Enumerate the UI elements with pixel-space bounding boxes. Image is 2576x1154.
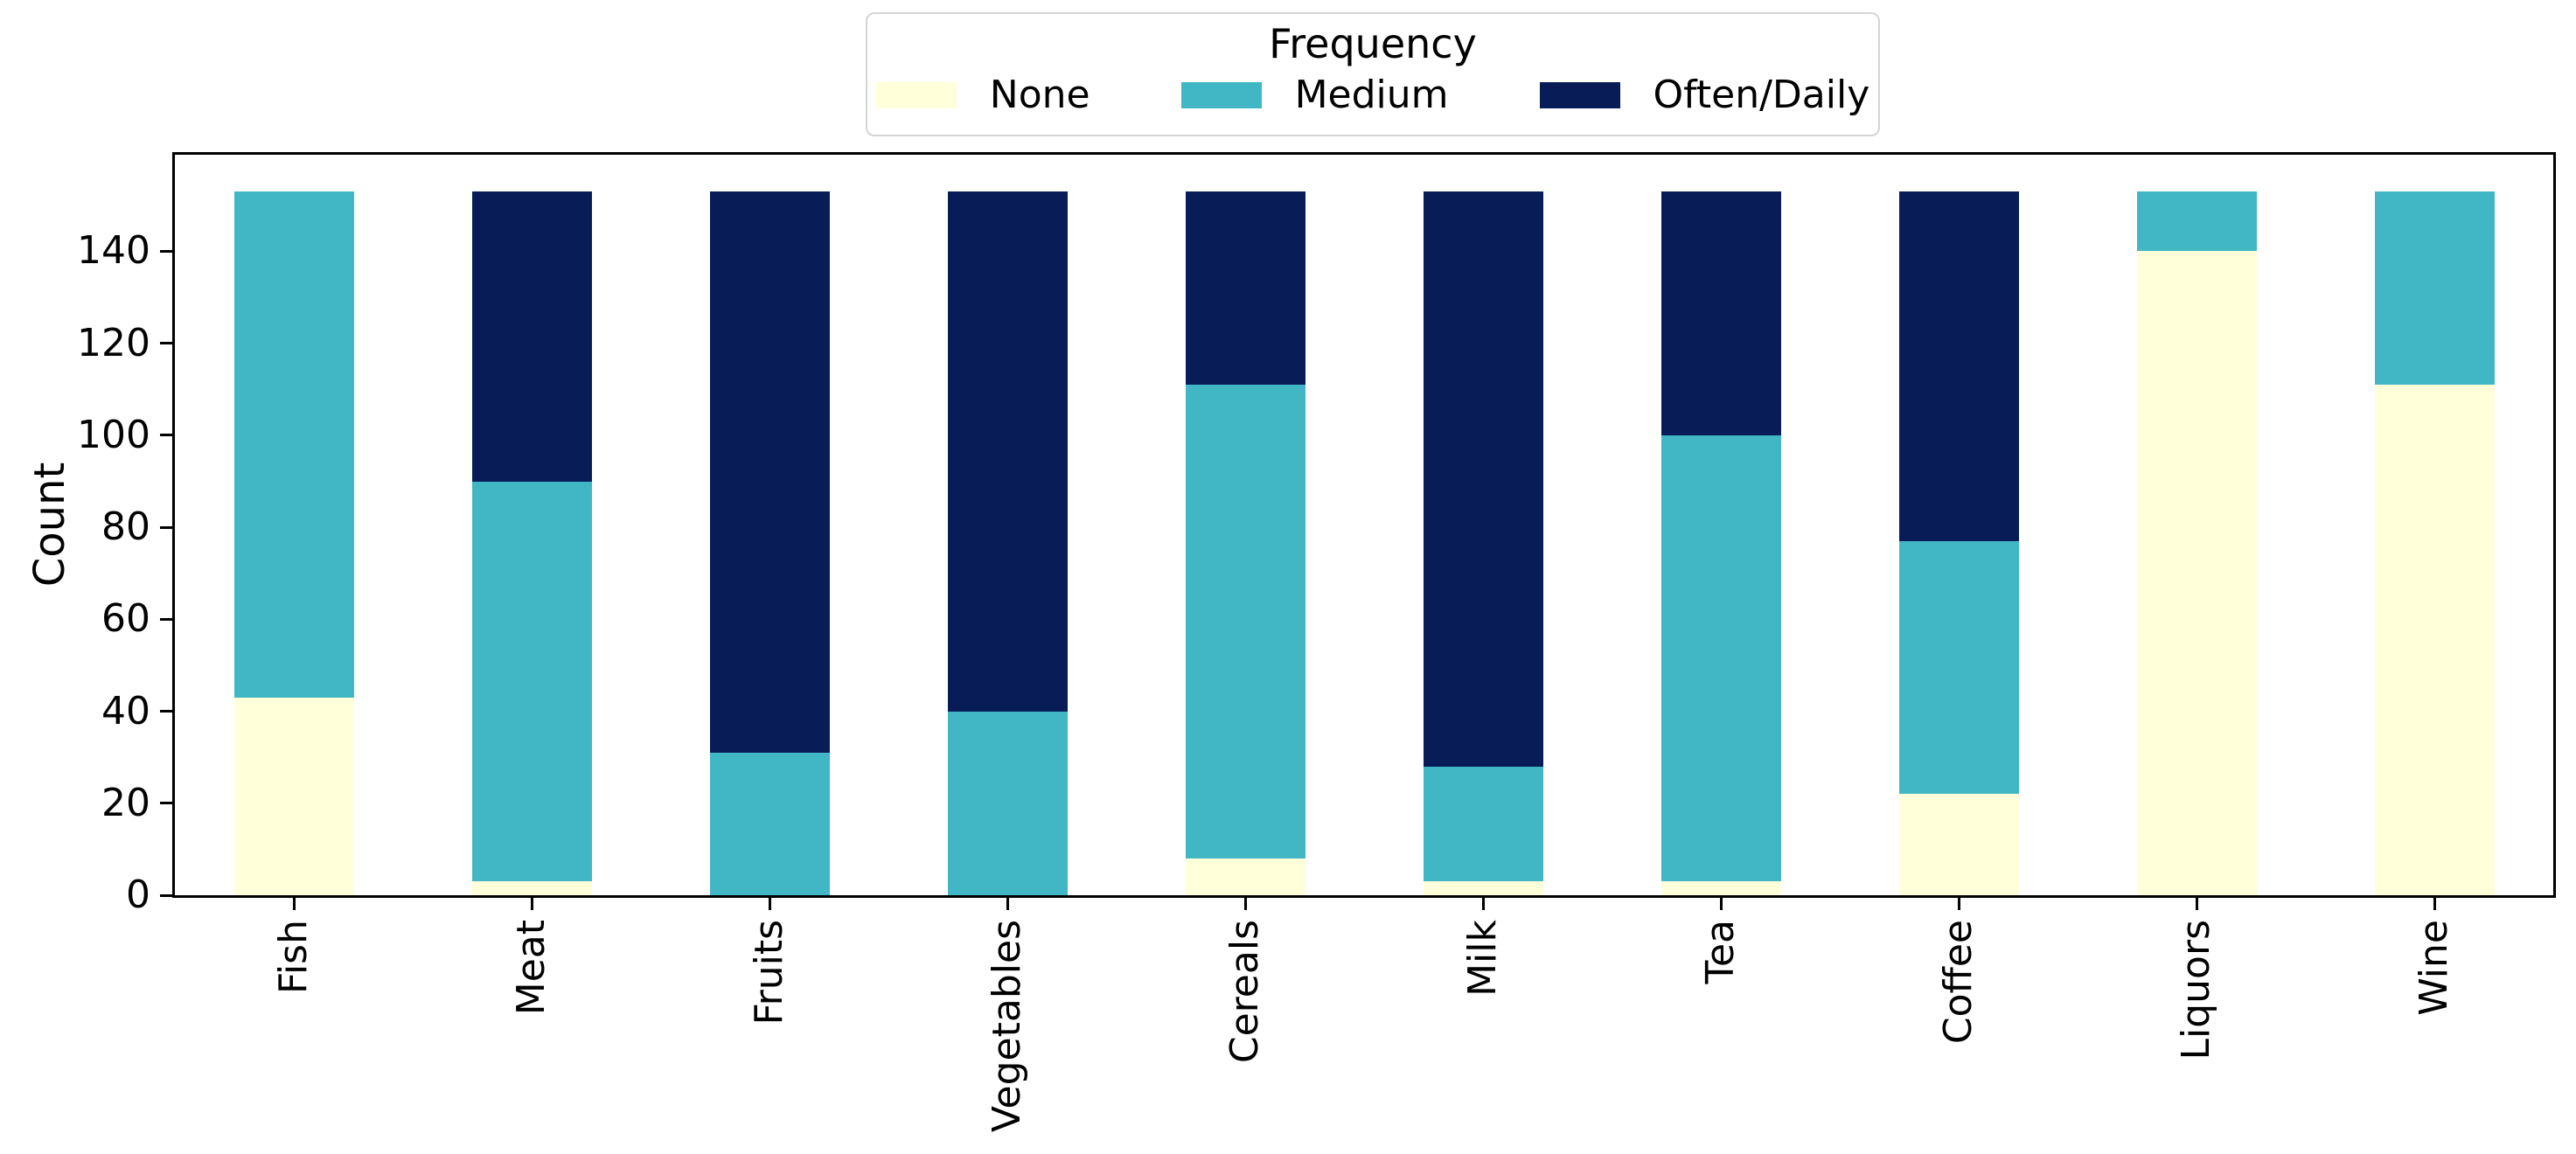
legend-entry-label: Often/Daily — [1653, 73, 1870, 117]
bar-segment-coffee-none — [1898, 794, 2019, 895]
legend-color-patch — [1180, 82, 1262, 108]
y-tick-label: 60 — [101, 596, 150, 642]
y-tick-mark — [160, 525, 175, 529]
bar-segment-fish-none — [233, 697, 354, 895]
bar-segment-milk-often-daily — [1423, 191, 1543, 767]
y-tick-mark — [160, 617, 175, 621]
bar-segment-tea-often-daily — [1660, 191, 1781, 435]
bar-segment-tea-none — [1660, 881, 1781, 895]
bar-segment-coffee-often-daily — [1898, 191, 2019, 541]
bar-segment-vegetables-often-daily — [947, 191, 1068, 712]
y-tick-label: 120 — [77, 320, 150, 365]
x-tick-label: Milk — [1460, 920, 1505, 997]
x-tick-label: Liquors — [2174, 920, 2218, 1060]
legend-entry-medium: Medium — [1180, 73, 1449, 117]
y-tick-label: 100 — [77, 412, 150, 457]
y-tick-label: 0 — [126, 872, 150, 917]
x-tick-mark — [292, 895, 296, 910]
x-tick-mark — [530, 895, 533, 910]
bar-segment-milk-medium — [1423, 766, 1543, 882]
x-tick-label: Wine — [2412, 920, 2456, 1016]
bar-segment-meat-medium — [471, 481, 592, 882]
y-tick-mark — [160, 893, 175, 897]
y-tick-label: 40 — [101, 688, 150, 733]
y-tick-mark — [160, 802, 175, 805]
bar-segment-tea-medium — [1660, 434, 1781, 882]
bar-segment-cereals-medium — [1185, 385, 1305, 859]
bar-segment-fish-medium — [233, 191, 354, 698]
legend-entry-label: None — [989, 73, 1090, 117]
x-tick-mark — [768, 895, 771, 910]
legend-entries-row: None Medium Often/Daily — [831, 73, 1915, 117]
x-tick-label: Coffee — [1936, 920, 1981, 1045]
x-tick-label: Fruits — [747, 920, 791, 1025]
x-tick-mark — [2433, 895, 2436, 910]
plot-area — [172, 152, 2556, 898]
legend-color-patch — [1539, 82, 1620, 108]
x-tick-label: Cereals — [1222, 920, 1267, 1064]
y-tick-mark — [160, 434, 175, 437]
y-tick-label: 140 — [77, 228, 150, 274]
bar-segment-cereals-often-daily — [1185, 191, 1305, 386]
bar-segment-fruits-medium — [709, 752, 830, 895]
legend-title: Frequency — [1269, 20, 1477, 67]
y-tick-mark — [160, 249, 175, 253]
y-tick-label: 80 — [101, 504, 150, 550]
bar-segment-meat-often-daily — [471, 191, 592, 482]
bar-segment-liquors-medium — [2136, 191, 2257, 252]
bar-segment-cereals-none — [1185, 858, 1305, 895]
bar-segment-coffee-medium — [1898, 540, 2019, 795]
y-tick-label: 20 — [101, 780, 150, 825]
bar-segment-fruits-often-daily — [709, 191, 830, 753]
x-tick-mark — [2195, 895, 2198, 910]
legend-entry-label: Medium — [1294, 73, 1449, 117]
legend-entry-none: None — [875, 73, 1090, 117]
x-tick-mark — [1243, 895, 1247, 910]
x-tick-mark — [1481, 895, 1485, 910]
x-tick-label: Vegetables — [985, 920, 1029, 1133]
bar-segment-wine-none — [2374, 385, 2495, 895]
x-tick-label: Fish — [271, 920, 316, 995]
x-tick-mark — [1006, 895, 1009, 910]
legend: Frequency None Medium Often/Daily — [866, 12, 1880, 136]
bar-segment-meat-none — [471, 881, 592, 895]
legend-entry-often-daily: Often/Daily — [1539, 73, 1870, 117]
x-tick-label: Tea — [1698, 920, 1743, 984]
bar-segment-wine-medium — [2374, 191, 2495, 386]
bar-segment-milk-none — [1423, 881, 1543, 895]
x-tick-mark — [1957, 895, 1960, 910]
y-tick-mark — [160, 710, 175, 713]
y-tick-mark — [160, 342, 175, 345]
x-tick-label: Meat — [509, 920, 553, 1016]
bar-segment-vegetables-medium — [947, 711, 1068, 895]
x-tick-mark — [1719, 895, 1723, 910]
legend-color-patch — [875, 82, 957, 108]
bar-segment-liquors-none — [2136, 251, 2257, 895]
